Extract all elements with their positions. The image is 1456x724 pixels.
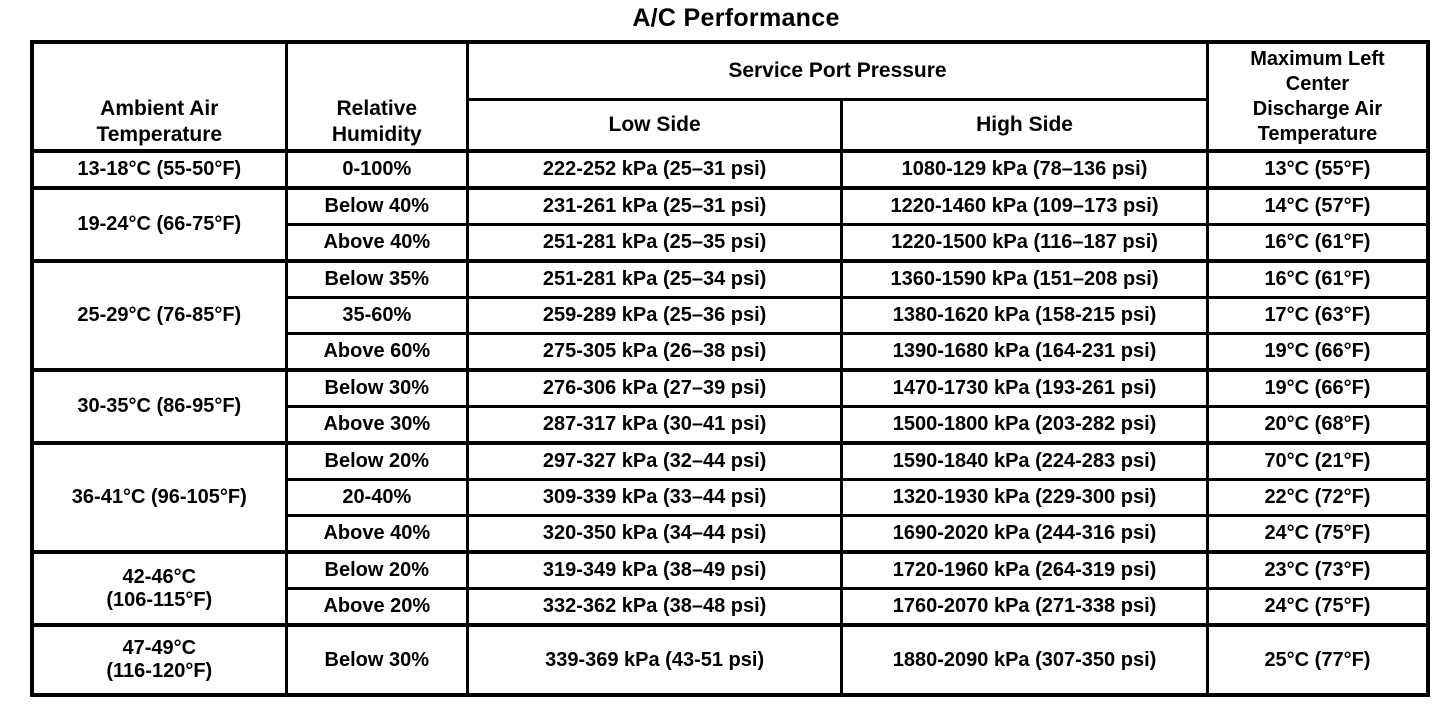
high-side-cell: 1220-1460 kPa (109–173 psi) <box>840 186 1209 226</box>
table-row: Above 20% 332-362 kPa (38–48 psi) 1760-207… <box>32 587 1430 627</box>
humidity-cell: 35-60% <box>284 296 470 335</box>
low-side-cell: 309-339 kPa (33–44 psi) <box>466 478 844 517</box>
humidity-cell: Below 35% <box>284 259 470 299</box>
low-side-cell: 251-281 kPa (25–35 psi) <box>466 223 844 263</box>
discharge-temperature-cell: 25°C (77°F) <box>1205 623 1430 697</box>
table-row: Above 60% 275-305 kPa (26–38 psi) 1390-168… <box>32 332 1430 372</box>
discharge-temperature-cell: 22°C (72°F) <box>1205 478 1430 517</box>
ambient-temperature-cell: 36-41°C (96-105°F) <box>30 441 288 554</box>
low-side-cell: 275-305 kPa (26–38 psi) <box>466 332 844 372</box>
header-high-side: High Side <box>840 98 1209 153</box>
table-row: 20-40% 309-339 kPa (33–44 psi) 1320-1930 k… <box>32 478 1430 517</box>
discharge-temperature-cell: 16°C (61°F) <box>1205 259 1430 299</box>
high-side-cell: 1320-1930 kPa (229-300 psi) <box>840 478 1209 517</box>
high-side-cell: 1500-1800 kPa (203-282 psi) <box>840 405 1209 445</box>
humidity-cell: Below 20% <box>284 441 470 481</box>
discharge-temperature-cell: 13°C (55°F) <box>1205 149 1430 190</box>
table-row: 42-46°C (106-115°F) Below 20% 319-349 kPa … <box>30 550 1430 627</box>
humidity-cell: Above 60% <box>284 332 470 372</box>
high-side-cell: 1720-1960 kPa (264-319 psi) <box>840 550 1209 590</box>
ambient-temperature-cell: 19-24°C (66-75°F) <box>30 186 288 263</box>
high-side-cell: 1470-1730 kPa (193-261 psi) <box>840 368 1209 408</box>
low-side-cell: 319-349 kPa (38–49 psi) <box>466 550 844 590</box>
low-side-cell: 332-362 kPa (38–48 psi) <box>466 587 844 627</box>
high-side-cell: 1590-1840 kPa (224-283 psi) <box>840 441 1209 481</box>
high-side-cell: 1880-2090 kPa (307-350 psi) <box>840 623 1209 697</box>
high-side-cell: 1360-1590 kPa (151–208 psi) <box>840 259 1209 299</box>
ambient-temperature-cell: 30-35°C (86-95°F) <box>30 368 288 445</box>
ambient-temperature-cell: 13-18°C (55-50°F) <box>30 149 288 190</box>
table-row: Above 40% 320-350 kPa (34–44 psi) 1690-202… <box>32 514 1430 554</box>
discharge-temperature-cell: 19°C (66°F) <box>1205 332 1430 372</box>
discharge-temperature-cell: 20°C (68°F) <box>1205 405 1430 445</box>
header-service-port-pressure: Service Port Pressure <box>466 40 1209 101</box>
ac-performance-table: Ambient Air Temperature Relative Humidit… <box>30 40 1430 697</box>
table-row: 47-49°C (116-120°F) Below 30% 339-369 kPa … <box>30 623 1430 697</box>
high-side-cell: 1380-1620 kPa (158-215 psi) <box>840 296 1209 335</box>
low-side-cell: 259-289 kPa (25–36 psi) <box>466 296 844 335</box>
low-side-cell: 320-350 kPa (34–44 psi) <box>466 514 844 554</box>
humidity-cell: Above 40% <box>284 514 470 554</box>
humidity-cell: Above 20% <box>284 587 470 627</box>
humidity-cell: 0-100% <box>284 149 470 190</box>
humidity-cell: Below 20% <box>284 550 470 590</box>
table-row: Above 40% 251-281 kPa (25–35 psi) 1220-150… <box>32 223 1430 263</box>
discharge-temperature-cell: 24°C (75°F) <box>1205 587 1430 627</box>
ambient-temperature-cell: 25-29°C (76-85°F) <box>30 259 288 372</box>
table-row: 25-29°C (76-85°F) Below 35% 251-281 kPa (2… <box>30 259 1430 372</box>
table-header: Ambient Air Temperature Relative Humidit… <box>30 40 1430 153</box>
table-row: 19-24°C (66-75°F) Below 40% 231-261 kPa (2… <box>30 186 1430 263</box>
high-side-cell: 1690-2020 kPa (244-316 psi) <box>840 514 1209 554</box>
table-body: 13-18°C (55-50°F) 0-100% 222-252 kPa (25–3… <box>30 149 1430 697</box>
low-side-cell: 287-317 kPa (30–41 psi) <box>466 405 844 445</box>
table-row: Above 30% 287-317 kPa (30–41 psi) 1500-180… <box>32 405 1430 445</box>
low-side-cell: 222-252 kPa (25–31 psi) <box>466 149 844 190</box>
discharge-temperature-cell: 14°C (57°F) <box>1205 186 1430 226</box>
table-row: 13-18°C (55-50°F) 0-100% 222-252 kPa (25–3… <box>30 149 1430 190</box>
low-side-cell: 276-306 kPa (27–39 psi) <box>466 368 844 408</box>
high-side-cell: 1220-1500 kPa (116–187 psi) <box>840 223 1209 263</box>
humidity-cell: Above 30% <box>284 405 470 445</box>
low-side-cell: 251-281 kPa (25–34 psi) <box>466 259 844 299</box>
low-side-cell: 231-261 kPa (25–31 psi) <box>466 186 844 226</box>
table-row: 36-41°C (96-105°F) Below 20% 297-327 kPa (… <box>30 441 1430 554</box>
table-row: 30-35°C (86-95°F) Below 30% 276-306 kPa (2… <box>30 368 1430 445</box>
discharge-temperature-cell: 70°C (21°F) <box>1205 441 1430 481</box>
ambient-temperature-cell: 42-46°C (106-115°F) <box>30 550 288 627</box>
header-low-side: Low Side <box>466 98 844 153</box>
discharge-temperature-cell: 24°C (75°F) <box>1205 514 1430 554</box>
ambient-temperature-cell: 47-49°C (116-120°F) <box>30 623 288 697</box>
discharge-temperature-cell: 16°C (61°F) <box>1205 223 1430 263</box>
page-title: A/C Performance <box>632 4 840 32</box>
humidity-cell: Below 40% <box>284 186 470 226</box>
humidity-cell: Below 30% <box>284 368 470 408</box>
humidity-cell: Above 40% <box>284 223 470 263</box>
high-side-cell: 1080-129 kPa (78–136 psi) <box>840 149 1209 190</box>
discharge-temperature-cell: 17°C (63°F) <box>1205 296 1430 335</box>
discharge-temperature-cell: 19°C (66°F) <box>1205 368 1430 408</box>
high-side-cell: 1760-2070 kPa (271-338 psi) <box>840 587 1209 627</box>
header-relative-humidity: Relative Humidity <box>284 40 470 153</box>
discharge-temperature-cell: 23°C (73°F) <box>1205 550 1430 590</box>
header-max-left-center-discharge-air-temperature: Maximum Left Center Discharge Air Temper… <box>1205 40 1430 153</box>
header-ambient-air-temperature: Ambient Air Temperature <box>30 40 288 153</box>
humidity-cell: 20-40% <box>284 478 470 517</box>
high-side-cell: 1390-1680 kPa (164-231 psi) <box>840 332 1209 372</box>
table-row: 35-60% 259-289 kPa (25–36 psi) 1380-1620 k… <box>32 296 1430 335</box>
low-side-cell: 339-369 kPa (43-51 psi) <box>466 623 844 697</box>
low-side-cell: 297-327 kPa (32–44 psi) <box>466 441 844 481</box>
humidity-cell: Below 30% <box>284 623 470 697</box>
